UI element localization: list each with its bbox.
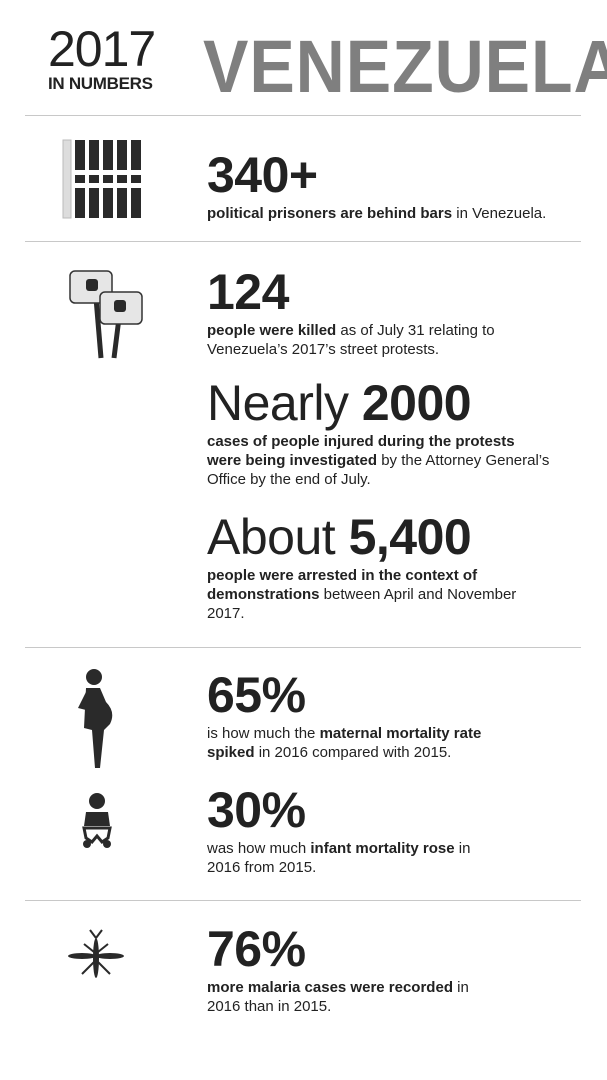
stat-caption: was how much infant mortality rose in 20… xyxy=(207,839,497,877)
subtitle: IN NUMBERS xyxy=(48,74,153,93)
year-title: 2017 xyxy=(48,21,156,77)
caption-segment: in Venezuela. xyxy=(452,205,547,222)
caption-segment: in 2016 than in 2015. xyxy=(207,979,469,1015)
stat-infant-mortality: 30% was how much infant mortality rose i… xyxy=(207,783,497,877)
stat-political-prisoners: 340+ political prisoners are behind bars… xyxy=(207,148,587,223)
stat-caption: people were arrested in the context of d… xyxy=(207,566,517,623)
caption-segment: was how much xyxy=(207,840,311,857)
stat-prefix: Nearly xyxy=(207,375,362,431)
caption-segment: people were arrested in the context of d… xyxy=(207,567,478,603)
caption-segment: in 2016 from 2015. xyxy=(207,840,471,876)
stat-value: 5,400 xyxy=(348,509,472,565)
stat-prefix: About xyxy=(207,509,349,565)
stat-injured-cases: Nearly 2000 cases of people injured duri… xyxy=(207,376,552,489)
stat-maternal-mortality: 65% is how much the maternal mortality r… xyxy=(207,668,527,762)
caption-segment: is how much the xyxy=(207,725,320,742)
country-title: VENEZUELA xyxy=(203,25,607,108)
caption-segment: people were killed xyxy=(207,322,337,339)
caption-segment: by the Attorney General’s Office by the … xyxy=(207,452,550,488)
stat-arrested: About 5,400 people were arrested in the … xyxy=(207,510,517,623)
stat-malaria: 76% more malaria cases were recorded in … xyxy=(207,922,487,1016)
stat-value: 30% xyxy=(207,782,306,838)
stat-value: 340+ xyxy=(207,147,318,203)
caption-segment: in 2016 compared with 2015. xyxy=(254,744,452,761)
divider xyxy=(25,241,581,242)
divider xyxy=(25,900,581,901)
pregnant-woman-icon xyxy=(78,669,113,768)
divider xyxy=(25,647,581,648)
divider xyxy=(25,115,581,116)
mosquito-icon xyxy=(68,929,124,978)
stat-caption: political prisoners are behind bars in V… xyxy=(207,204,587,223)
stat-caption: is how much the maternal mortality rate … xyxy=(207,724,527,762)
stat-value: 76% xyxy=(207,921,306,977)
stat-caption: cases of people injured during the prote… xyxy=(207,432,552,489)
stat-caption: people were killed as of July 31 relatin… xyxy=(207,321,527,359)
stat-value: 2000 xyxy=(361,375,472,431)
baby-icon xyxy=(82,793,112,848)
stat-people-killed: 124 people were killed as of July 31 rel… xyxy=(207,265,527,359)
stat-value: 65% xyxy=(207,667,306,723)
caption-segment: more malaria cases were recorded xyxy=(207,979,453,996)
stat-value: 124 xyxy=(207,264,289,320)
caption-segment: between April and November 2017. xyxy=(207,586,517,622)
prison-bars-icon xyxy=(62,139,141,219)
caption-segment: as of July 31 relating to Venezuela’s 20… xyxy=(207,322,495,358)
caption-segment: infant mortality rose xyxy=(310,840,455,857)
protest-signs-icon xyxy=(69,270,143,359)
caption-segment: political prisoners are behind bars xyxy=(207,205,453,222)
stat-caption: more malaria cases were recorded in 2016… xyxy=(207,978,487,1016)
caption-segment: cases of people injured during the prote… xyxy=(207,433,515,469)
caption-segment: maternal mortality rate spiked xyxy=(207,725,482,761)
